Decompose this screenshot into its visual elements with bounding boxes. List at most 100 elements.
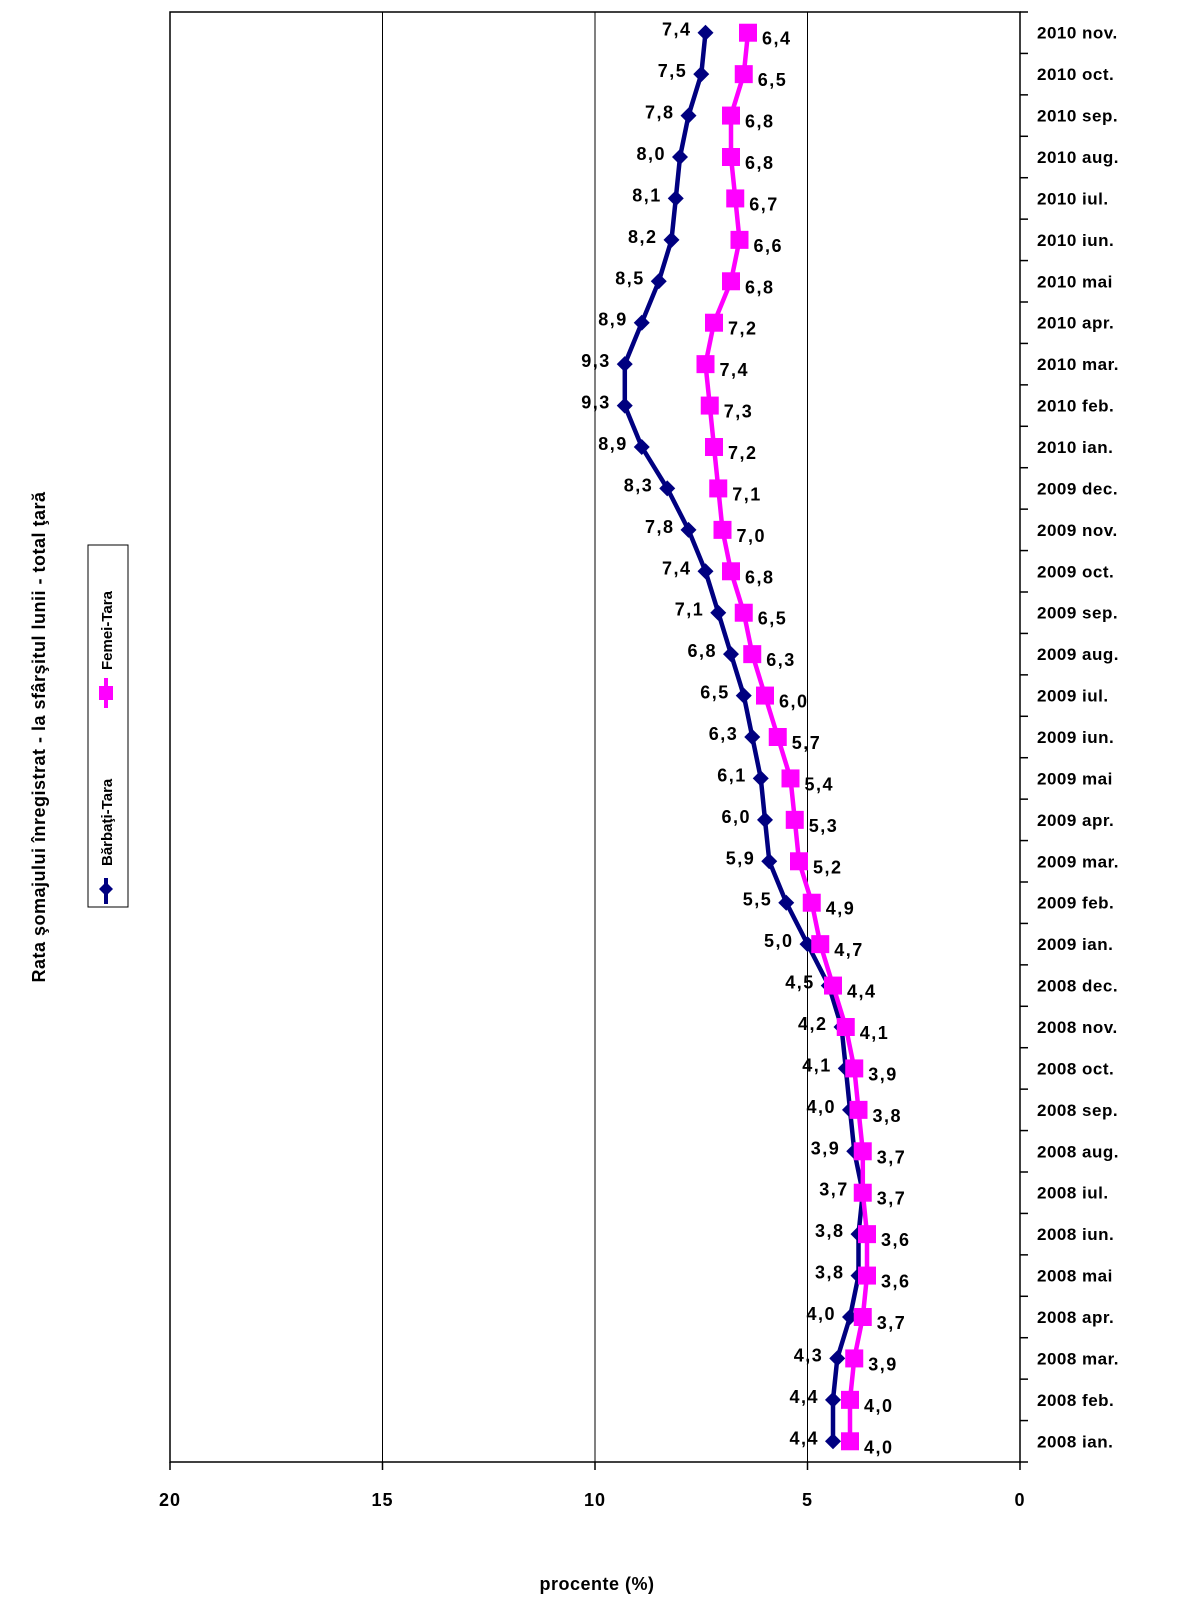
data-label-male: 8,2 — [628, 227, 658, 247]
data-label-female: 4,7 — [834, 940, 864, 960]
data-label-male: 6,3 — [709, 724, 739, 744]
marker-square — [722, 106, 740, 125]
data-label-male: 7,5 — [658, 61, 688, 81]
marker-square — [734, 65, 753, 84]
marker-diamond — [723, 646, 739, 663]
data-label-male: 9,3 — [581, 351, 611, 371]
data-label-male: 8,3 — [624, 475, 654, 495]
data-label-male: 4,2 — [798, 1014, 828, 1034]
marker-diamond — [829, 1350, 846, 1367]
data-label-male: 4,3 — [794, 1345, 824, 1365]
x-axis-title: procente (%) — [539, 1574, 654, 1594]
category-label: 2008 iun. — [1037, 1225, 1114, 1244]
data-label-male: 5,9 — [726, 848, 756, 868]
category-label: 2009 oct. — [1037, 562, 1114, 581]
category-label: 2008 iul. — [1037, 1184, 1109, 1203]
category-label: 2010 feb. — [1037, 397, 1114, 416]
marker-square — [705, 438, 723, 456]
category-label: 2009 aug. — [1037, 645, 1119, 664]
category-label: 2008 nov. — [1037, 1018, 1118, 1037]
marker-square — [730, 230, 749, 249]
data-label-female: 4,1 — [860, 1023, 890, 1043]
data-label-male: 8,9 — [598, 434, 628, 454]
marker-square — [722, 272, 740, 291]
data-label-female: 6,8 — [745, 277, 775, 297]
data-label-female: 5,2 — [813, 857, 843, 877]
marker-square — [790, 852, 808, 871]
data-label-male: 3,7 — [819, 1180, 849, 1200]
data-label-female: 6,8 — [745, 567, 775, 587]
marker-diamond — [650, 273, 667, 290]
marker-square — [845, 1059, 864, 1078]
marker-square — [734, 603, 753, 622]
data-label-female: 6,3 — [766, 650, 796, 670]
category-label: 2008 feb. — [1037, 1391, 1114, 1410]
data-label-male: 6,5 — [700, 683, 730, 703]
marker-diamond — [697, 563, 714, 580]
legend-label-male: Bărbaţi-Tara — [99, 778, 116, 866]
category-label: 2010 mai — [1037, 272, 1113, 291]
data-label-female: 6,5 — [758, 70, 788, 90]
marker-square — [756, 686, 774, 705]
marker-square — [841, 1432, 859, 1451]
marker-diamond — [680, 107, 697, 124]
category-label: 2010 ian. — [1037, 438, 1113, 457]
data-label-female: 3,9 — [868, 1354, 898, 1374]
marker-square — [705, 313, 723, 332]
category-label: 2008 dec. — [1037, 977, 1118, 996]
category-label: 2008 ian. — [1037, 1432, 1113, 1451]
data-label-female: 3,9 — [868, 1064, 898, 1084]
marker-diamond — [825, 1391, 841, 1408]
marker-diamond — [697, 24, 714, 41]
data-label-female: 7,1 — [732, 484, 762, 504]
marker-diamond — [633, 439, 650, 455]
marker-square — [858, 1266, 876, 1285]
marker-square — [700, 396, 719, 415]
marker-diamond — [680, 521, 697, 538]
marker-diamond — [616, 397, 633, 414]
data-label-male: 8,5 — [615, 268, 645, 288]
x-tick-label: 10 — [584, 1490, 606, 1510]
data-label-female: 7,4 — [720, 360, 750, 380]
marker-diamond — [710, 604, 727, 621]
marker-diamond — [761, 853, 778, 870]
data-label-female: 6,7 — [749, 194, 779, 214]
data-label-female: 3,8 — [873, 1106, 903, 1126]
marker-square — [811, 935, 830, 954]
category-label: 2009 iun. — [1037, 728, 1114, 747]
data-label-male: 7,8 — [645, 103, 675, 123]
x-tick-label: 0 — [1014, 1490, 1025, 1510]
data-label-female: 4,4 — [847, 982, 877, 1002]
data-label-male: 8,1 — [632, 185, 662, 205]
marker-diamond — [663, 231, 680, 248]
data-label-male: 9,3 — [581, 393, 611, 413]
marker-diamond — [616, 356, 633, 373]
marker-diamond — [659, 480, 676, 497]
marker-square — [841, 1390, 859, 1409]
marker-square — [824, 976, 842, 995]
x-tick-label: 15 — [371, 1490, 393, 1510]
category-label: 2009 apr. — [1037, 811, 1114, 830]
x-tick-label: 20 — [159, 1490, 181, 1510]
category-label: 2010 aug. — [1037, 148, 1119, 167]
category-label: 2009 nov. — [1037, 521, 1118, 540]
marker-square — [709, 479, 728, 498]
data-label-female: 4,0 — [864, 1396, 894, 1416]
marker-diamond — [633, 314, 650, 331]
category-label: 2009 mar. — [1037, 852, 1119, 871]
category-label: 2010 sep. — [1037, 107, 1118, 126]
data-label-female: 3,7 — [877, 1313, 907, 1333]
category-axis: 2008 ian. 2008 feb. 2008 mar. 2008 apr. 2008… — [1020, 11, 1119, 1463]
marker-diamond — [744, 729, 761, 745]
marker-diamond — [693, 66, 710, 83]
data-label-female: 4,9 — [826, 899, 856, 919]
marker-square — [853, 1142, 872, 1161]
data-label-female: 6,5 — [758, 609, 788, 629]
marker-square — [853, 1183, 872, 1202]
value-axis: 20 15 10 5 0 — [159, 1462, 1025, 1510]
marker-square — [743, 645, 762, 664]
legend: Bărbaţi-Tara Femei-Tara — [87, 544, 129, 908]
data-label-female: 3,6 — [881, 1272, 911, 1292]
marker-square — [845, 1349, 864, 1368]
